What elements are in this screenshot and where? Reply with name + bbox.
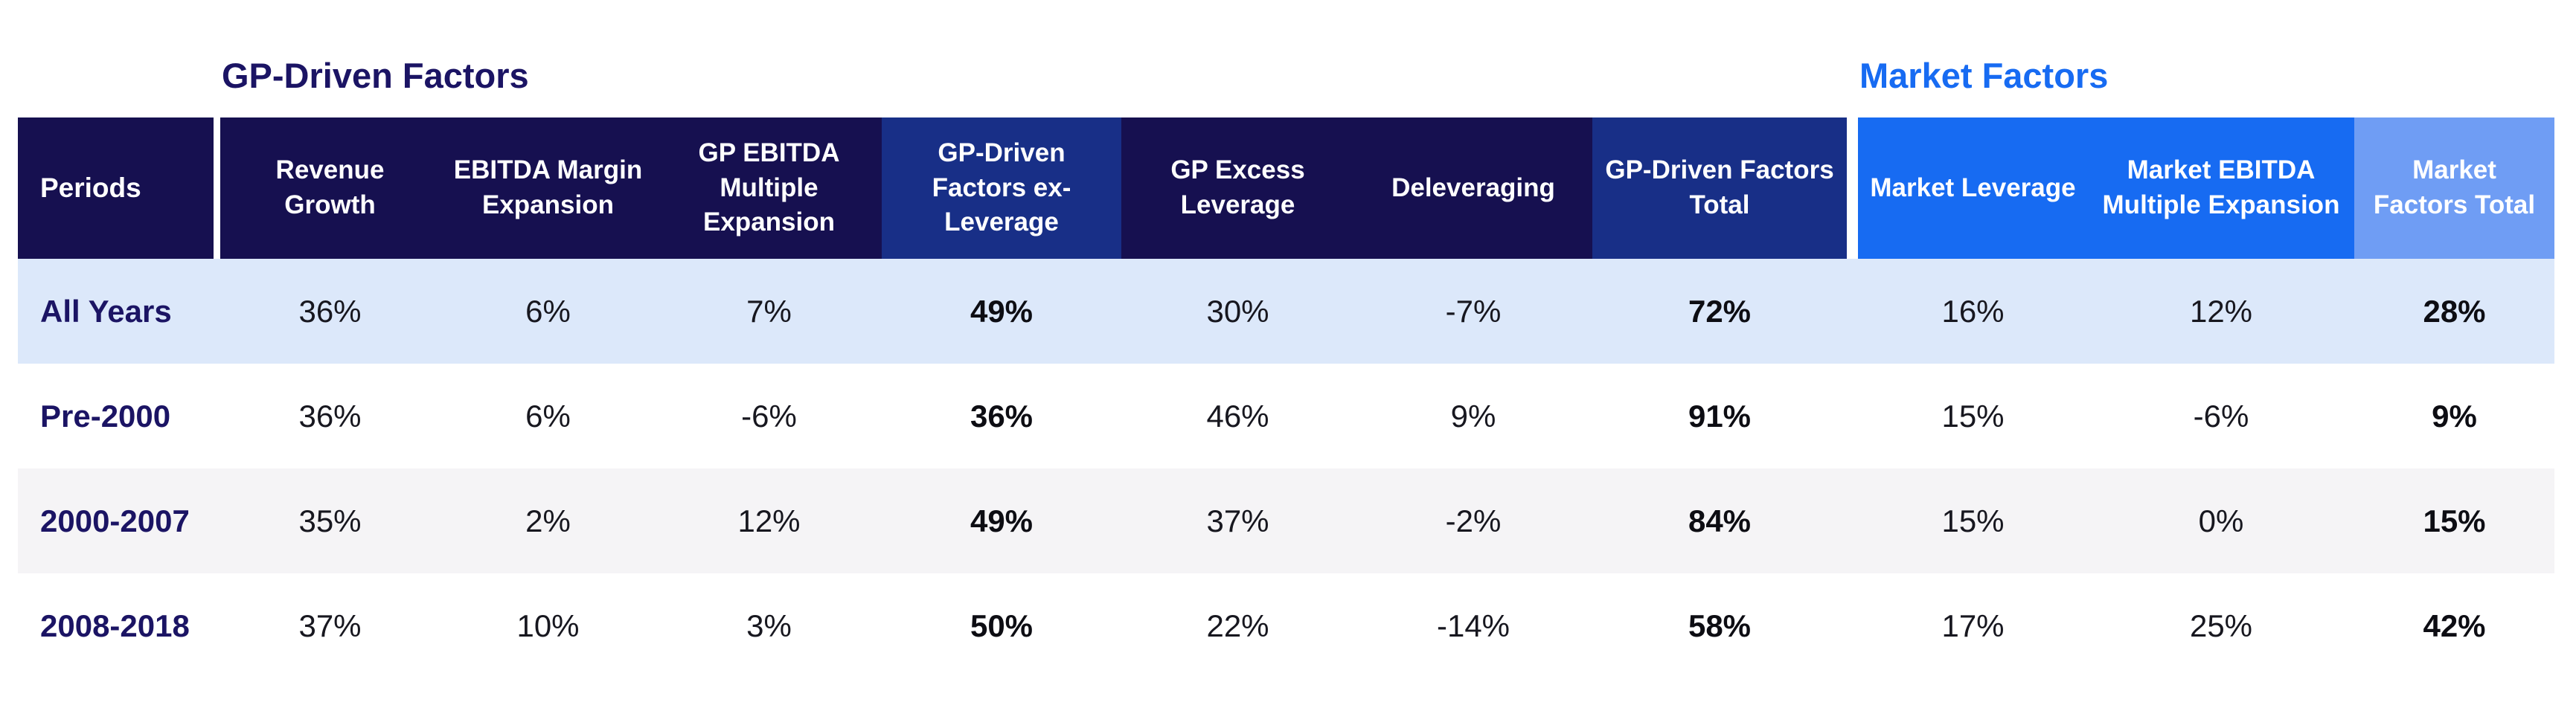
value-cell: 36%	[298, 398, 362, 434]
header-gp-driven-factors-total: GP-Driven Factors Total	[1592, 117, 1847, 259]
value-cell: 46%	[1206, 398, 1269, 434]
value-cell: 15%	[1941, 503, 2005, 538]
value-cell: 37%	[298, 608, 362, 643]
column-gap	[214, 259, 220, 364]
value-cell: 58%	[1688, 608, 1752, 643]
value-cell: 28%	[2423, 293, 2486, 329]
value-cell: 15%	[1941, 398, 2005, 434]
value-cell: 50%	[970, 608, 1034, 643]
value-cell: 17%	[1941, 608, 2005, 643]
value-cell: 42%	[2423, 608, 2486, 643]
header-market-leverage: Market Leverage	[1858, 117, 2088, 259]
header-gp-driven-factors-ex-leverage: GP-Driven Factors ex-Leverage	[882, 117, 1121, 259]
column-gap	[214, 573, 220, 678]
gp-driven-factors-title: GP-Driven Factors	[222, 56, 529, 95]
header-gp-excess-leverage: GP Excess Leverage	[1121, 117, 1354, 259]
header-ebitda-margin-expansion: EBITDA Margin Expansion	[440, 117, 656, 259]
value-cell: 2%	[525, 503, 571, 538]
value-cell: 49%	[970, 293, 1034, 329]
value-cell: 7%	[746, 293, 792, 329]
value-cell: 35%	[298, 503, 362, 538]
value-cell: 9%	[2432, 398, 2477, 434]
value-cell: -6%	[741, 398, 797, 434]
table-row: 2000-2007 35% 2% 12% 49% 37% -2% 84% 15% 0% 15%	[18, 468, 2554, 573]
column-gap	[214, 468, 220, 573]
value-cell: 36%	[298, 293, 362, 329]
header-market-ebitda-multiple-expansion: Market EBITDA Multiple Expansion	[2088, 117, 2354, 259]
value-cell: 49%	[970, 503, 1034, 538]
table-row: 2008-2018 37% 10% 3% 50% 22% -14% 58% 17% 25% 42%	[18, 573, 2554, 678]
header-revenue-growth: Revenue Growth	[220, 117, 440, 259]
column-gap	[1847, 468, 1858, 573]
column-gap	[1847, 573, 1858, 678]
value-cell: 9%	[1450, 398, 1496, 434]
value-cell: 0%	[2198, 503, 2244, 538]
value-cell: 22%	[1206, 608, 1269, 643]
value-cell: -6%	[2193, 398, 2249, 434]
value-cell: 37%	[1206, 503, 1269, 538]
factors-table: Periods Revenue Growth EBITDA Margin Exp…	[18, 117, 2554, 678]
value-cell: 3%	[746, 608, 792, 643]
column-gap	[214, 117, 220, 259]
value-cell: -14%	[1436, 608, 1510, 643]
value-cell: -2%	[1445, 503, 1502, 538]
column-gap	[1847, 117, 1858, 259]
value-cell: 84%	[1688, 503, 1752, 538]
value-cell: 16%	[1941, 293, 2005, 329]
value-cell: 6%	[525, 398, 571, 434]
value-cell: 10%	[516, 608, 580, 643]
table-row: All Years 36% 6% 7% 49% 30% -7% 72% 16% 12% 28%	[18, 259, 2554, 364]
period-cell: 2008-2018	[40, 608, 190, 643]
header-deleveraging: Deleveraging	[1354, 117, 1592, 259]
period-cell: 2000-2007	[40, 503, 190, 538]
value-cell: -7%	[1445, 293, 1502, 329]
value-cell: 72%	[1688, 293, 1752, 329]
table-body: All Years 36% 6% 7% 49% 30% -7% 72% 16% 12% 28% Pre…	[18, 259, 2554, 678]
value-cell: 36%	[970, 398, 1034, 434]
value-cell: 15%	[2423, 503, 2486, 538]
period-cell: Pre-2000	[40, 398, 171, 434]
header-gp-ebitda-multiple-expansion: GP EBITDA Multiple Expansion	[656, 117, 882, 259]
value-cell: 12%	[737, 503, 801, 538]
header-periods: Periods	[18, 117, 214, 259]
value-cell: 25%	[2189, 608, 2253, 643]
column-gap	[1847, 364, 1858, 468]
column-gap	[214, 364, 220, 468]
value-cell: 91%	[1688, 398, 1752, 434]
column-gap	[1847, 259, 1858, 364]
table-row: Pre-2000 36% 6% -6% 36% 46% 9% 91% 15% -6% 9%	[18, 364, 2554, 468]
table-header-row: Periods Revenue Growth EBITDA Margin Exp…	[18, 117, 2554, 259]
period-cell: All Years	[40, 293, 172, 329]
header-market-factors-total: Market Factors Total	[2354, 117, 2554, 259]
value-cell: 30%	[1206, 293, 1269, 329]
value-cell: 12%	[2189, 293, 2253, 329]
value-cell: 6%	[525, 293, 571, 329]
market-factors-title: Market Factors	[1859, 56, 2109, 95]
